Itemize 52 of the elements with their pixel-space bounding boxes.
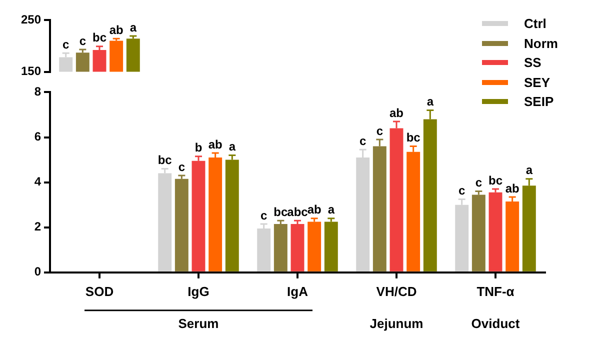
x-tick-label: VH/CD — [376, 284, 417, 299]
data-label: bc — [488, 173, 503, 188]
data-label: ab — [389, 106, 404, 120]
data-label: c — [62, 37, 70, 52]
bar — [324, 222, 338, 272]
text: Oviduct — [471, 316, 520, 331]
data-label: bc — [274, 204, 288, 219]
data-label: ab — [505, 181, 520, 196]
data-label: abc — [287, 204, 308, 219]
data-label: c — [376, 124, 384, 138]
bar — [472, 194, 486, 272]
data-label: a — [426, 94, 434, 109]
bar — [274, 224, 288, 272]
legend-label: SEIP — [524, 94, 554, 110]
legend-label: Ctrl — [524, 16, 546, 32]
data-label: ab — [208, 137, 222, 152]
y-tick-label: 0 — [34, 264, 42, 279]
x-tick-label: SOD — [85, 284, 114, 299]
y-tick-label: 4 — [34, 174, 42, 189]
y-tick-label: 150 — [20, 64, 42, 78]
data-label: c — [475, 176, 482, 190]
data-label: c — [359, 134, 366, 148]
data-label: c — [458, 184, 466, 198]
data-label: ab — [307, 202, 322, 217]
data-label: b — [194, 140, 202, 155]
x-tick-label: IgG — [188, 284, 210, 299]
data-label: c — [260, 208, 268, 222]
data-label: c — [178, 160, 186, 174]
bar — [308, 222, 322, 272]
bar — [174, 178, 188, 272]
data-label: a — [526, 163, 533, 178]
data-label: bc — [158, 153, 172, 168]
data-label: bc — [406, 130, 421, 145]
y-tick-label: 250 — [20, 12, 42, 26]
y-tick-label: 2 — [34, 220, 42, 234]
text: Serum — [178, 316, 219, 331]
text: Jejunum — [370, 316, 424, 331]
y-tick-label: 6 — [34, 130, 42, 144]
legend-label: Norm — [524, 36, 558, 51]
data-label: a — [228, 140, 236, 154]
data-label: a — [130, 20, 137, 34]
legend-label: SS — [524, 55, 542, 70]
x-tick-label: TNF-α — [476, 284, 514, 299]
legend-label: SEY — [524, 74, 550, 90]
data-label: bc — [92, 30, 107, 45]
data-label: a — [328, 202, 335, 217]
data-label: c — [79, 34, 86, 48]
x-tick-label: IgA — [287, 284, 309, 299]
bar — [290, 224, 304, 272]
bar — [488, 192, 502, 272]
data-label: ab — [109, 22, 124, 37]
y-tick-label: 8 — [34, 84, 42, 99]
